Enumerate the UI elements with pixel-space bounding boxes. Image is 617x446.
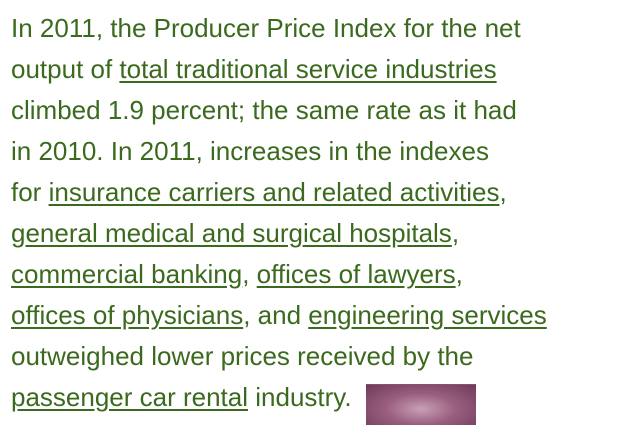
text: for <box>11 177 49 207</box>
text: , <box>456 259 463 289</box>
text-line: passenger car rental industry. <box>11 377 547 418</box>
text: climbed 1.9 percent; the same rate as it… <box>11 95 517 125</box>
link[interactable]: total traditional service industries <box>119 54 496 84</box>
text-line: climbed 1.9 percent; the same rate as it… <box>11 90 547 131</box>
text: output of <box>11 54 119 84</box>
text: outweighed lower prices received by the <box>11 341 473 371</box>
text: , <box>499 177 506 207</box>
page: In 2011, the Producer Price Index for th… <box>0 0 617 446</box>
link[interactable]: insurance carriers and related activitie… <box>49 177 500 207</box>
text-line: commercial banking, offices of lawyers, <box>11 254 547 295</box>
text-line: In 2011, the Producer Price Index for th… <box>11 8 547 49</box>
link[interactable]: commercial banking <box>11 259 242 289</box>
text-line: output of total traditional service indu… <box>11 49 547 90</box>
link[interactable]: general medical and surgical hospitals <box>11 218 452 248</box>
text: , <box>242 259 256 289</box>
text-line: offices of physicians, and engineering s… <box>11 295 547 336</box>
link[interactable]: offices of physicians <box>11 300 243 330</box>
paragraph: In 2011, the Producer Price Index for th… <box>11 8 547 418</box>
link[interactable]: engineering services <box>308 300 546 330</box>
text-line: outweighed lower prices received by the <box>11 336 547 377</box>
text: In 2011, the Producer Price Index for th… <box>11 13 521 43</box>
text: , and <box>243 300 308 330</box>
portrait-image <box>366 384 476 425</box>
text-line: for insurance carriers and related activ… <box>11 172 547 213</box>
text: industry. <box>248 382 352 412</box>
text: in 2010. In 2011, increases in the index… <box>11 136 489 166</box>
text: , <box>452 218 459 248</box>
link[interactable]: offices of lawyers <box>257 259 456 289</box>
link[interactable]: passenger car rental <box>11 382 248 412</box>
text-line: in 2010. In 2011, increases in the index… <box>11 131 547 172</box>
text-line: general medical and surgical hospitals, <box>11 213 547 254</box>
